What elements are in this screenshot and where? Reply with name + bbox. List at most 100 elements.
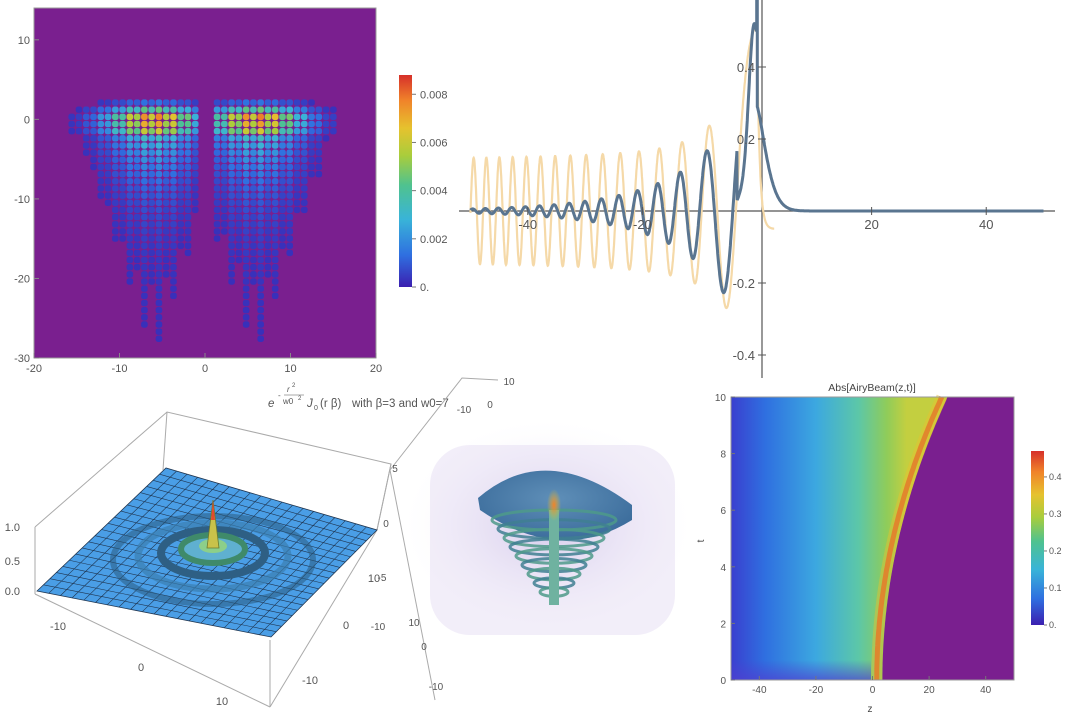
heatmap-1-cell: [184, 235, 192, 242]
heatmap-1-cell: [191, 156, 199, 164]
heatmap-1-cell: [184, 206, 192, 214]
heatmap-1-cell: [279, 156, 286, 164]
series-airy-function: [469, 0, 1044, 295]
heatmap-1-cell: [300, 135, 308, 142]
heatmap-1-cell: [242, 292, 250, 300]
heatmap-1-cell: [104, 170, 112, 178]
heatmap-1-cell: [97, 106, 105, 113]
volume-box: [389, 377, 499, 701]
heatmap-1-cell: [235, 149, 243, 156]
heatmap-1-cell: [82, 149, 90, 156]
heatmap-1-cell: [170, 185, 177, 192]
volume-z-tick-label: -5: [378, 573, 387, 584]
heatmap-1-cell: [235, 120, 243, 128]
heatmap-1-cell: [170, 228, 177, 235]
heatmap-1-cell: [126, 192, 134, 199]
line-plot-x-tick-label: 40: [979, 217, 993, 232]
heatmap-1-cell: [162, 149, 170, 156]
heatmap-1-cell: [235, 142, 243, 149]
heatmap-1-cell: [162, 242, 170, 249]
heatmap-1-cell: [213, 149, 221, 156]
heatmap-1-cell: [177, 185, 185, 192]
heatmap-1-cell: [184, 178, 192, 185]
heatmap-1-cell: [191, 199, 199, 206]
heatmap-1-cell: [104, 156, 112, 164]
heatmap-1-cell: [264, 206, 272, 214]
heatmap-1-cell: [82, 142, 90, 149]
heatmap-1-cell: [264, 192, 272, 199]
heatmap-1-cell: [119, 185, 126, 192]
heatmap-1-cell: [170, 278, 177, 285]
heatmap-1-cell: [264, 271, 272, 278]
heatmap-1-cell: [184, 199, 192, 206]
heatmap-1-cell: [228, 256, 235, 264]
heatmap-1-cell: [155, 256, 163, 264]
heatmap-1-cell: [221, 113, 228, 121]
heatmap-1-cell: [257, 120, 264, 128]
volume-stem: [549, 510, 559, 605]
heatmap-1-cell: [293, 185, 301, 192]
heatmap-1-cell: [242, 321, 250, 328]
heatmap-1-cell: [184, 127, 192, 135]
heatmap-1-cell: [250, 199, 257, 206]
heatmap-1-cell: [279, 235, 286, 242]
heatmap-1-cell: [162, 106, 170, 113]
heatmap-1-cell: [279, 142, 286, 149]
heatmap-1-cell: [133, 199, 141, 206]
heatmap-1-cell: [228, 249, 235, 257]
surface-x-tick-label: 0: [138, 662, 144, 674]
panel-line-plot: -40 -20 20 40 0.4 0.2 -0.2 -0.4: [459, 0, 1055, 378]
heatmap-1-cell: [250, 106, 257, 113]
heatmap-1-cell: [184, 106, 192, 113]
heatmap-1-cell: [242, 106, 250, 113]
heatmap-1-cell: [97, 120, 105, 128]
heatmap-1-cell: [75, 127, 83, 135]
heatmap-1-cell: [126, 135, 134, 142]
heatmap-1-cell: [221, 127, 228, 135]
heatmap-1-cell: [221, 170, 228, 178]
heatmap-1-cell: [119, 213, 126, 221]
heatmap-1-cell: [141, 299, 148, 307]
heatmap-1-cell: [315, 170, 323, 178]
airy-x-tick-label: -40: [752, 685, 767, 696]
heatmap-1-cell: [264, 113, 272, 121]
heatmap-1-cell: [228, 271, 235, 278]
heatmap-1-cell: [162, 235, 170, 242]
heatmap-1-cell: [141, 127, 148, 135]
heatmap-1-cell: [264, 185, 272, 192]
surface-grid-line: [159, 473, 372, 536]
surface-grid-line: [212, 514, 325, 626]
surface-grid-line: [146, 486, 362, 547]
heatmap-1-cell: [148, 106, 155, 113]
heatmap-1-cell: [126, 235, 134, 242]
heatmap-1-cell: [235, 127, 243, 135]
heatmap-1-cell: [300, 120, 308, 128]
heatmap-1-cell: [286, 113, 294, 121]
heatmap-1-cell: [235, 213, 243, 221]
heatmap-1-cell: [177, 113, 185, 121]
airy-x-tick-label: -20: [809, 685, 824, 696]
surface-z-tick-label: 1.0: [5, 522, 20, 534]
heatmap-1-cell: [112, 178, 119, 185]
heatmap-1-cell: [257, 306, 264, 314]
heatmap-1-cell: [148, 235, 155, 242]
heatmap-1-cell: [300, 156, 308, 164]
heatmap-1-cell: [235, 221, 243, 228]
heatmap-1-cell: [141, 228, 148, 235]
heatmap-1-cell: [90, 113, 97, 121]
heatmap-1-cell: [228, 221, 235, 228]
heatmap-1-cell: [177, 228, 185, 235]
heatmap-1-cell: [162, 99, 170, 106]
heatmap-1-cell: [141, 235, 148, 242]
heatmap-1-cell: [155, 264, 163, 271]
heatmap-1-cell: [286, 149, 294, 156]
heatmap-1-cell: [104, 163, 112, 171]
heatmap-1-cell: [177, 170, 185, 178]
heatmap-1-cell: [257, 314, 264, 321]
heatmap-1-cell: [177, 206, 185, 214]
heatmap-1-cell: [271, 163, 279, 171]
heatmap-1-cell: [286, 213, 294, 221]
heatmap-1-cell: [119, 228, 126, 235]
heatmap-1-cell: [264, 127, 272, 135]
heatmap-1-cell: [308, 156, 315, 164]
